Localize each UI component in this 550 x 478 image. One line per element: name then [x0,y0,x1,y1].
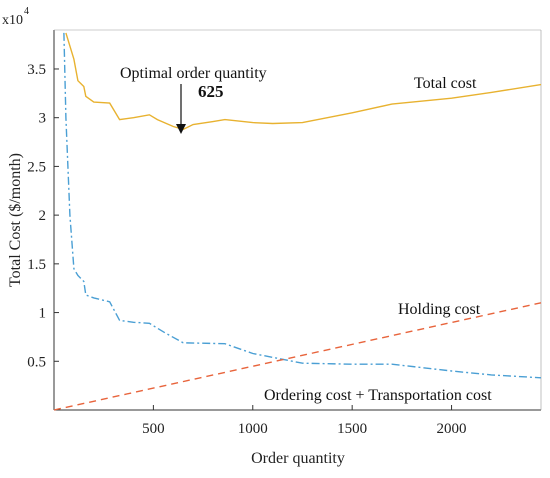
y-tick-label: 1.5 [27,257,46,273]
optimal-order-label: Optimal order quantity [120,65,267,82]
y-multiplier-base: x10 [2,13,23,28]
y-tick-group: 0.5 1 1.5 2 2.5 3 3.5 [27,62,59,370]
optimal-order-value: 625 [198,82,224,101]
x-tick-label: 2000 [437,421,467,437]
y-tick-label: 3 [39,111,47,127]
holding-cost-label: Holding cost [398,301,481,318]
optimal-arrow-head [176,124,186,134]
y-tick-label: 3.5 [27,62,46,78]
ordering-transport-cost-line [63,32,542,379]
y-axis-label: Total Cost ($/month) [7,153,24,287]
y-multiplier-exponent: 4 [24,6,29,17]
x-tick-label: 1000 [238,421,268,437]
total-cost-label: Total cost [414,75,477,92]
y-tick-label: 0.5 [27,354,46,370]
ordering-transport-label: Ordering cost + Transportation cost [264,387,492,404]
y-tick-label: 2.5 [27,159,46,175]
x-tick-group: 500 1000 1500 2000 [142,405,467,437]
x-tick-label: 500 [142,421,165,437]
x-tick-label: 1500 [337,421,367,437]
y-tick-label: 1 [39,306,47,322]
y-tick-label: 2 [39,208,47,224]
x-axis-label: Order quantity [251,450,345,467]
